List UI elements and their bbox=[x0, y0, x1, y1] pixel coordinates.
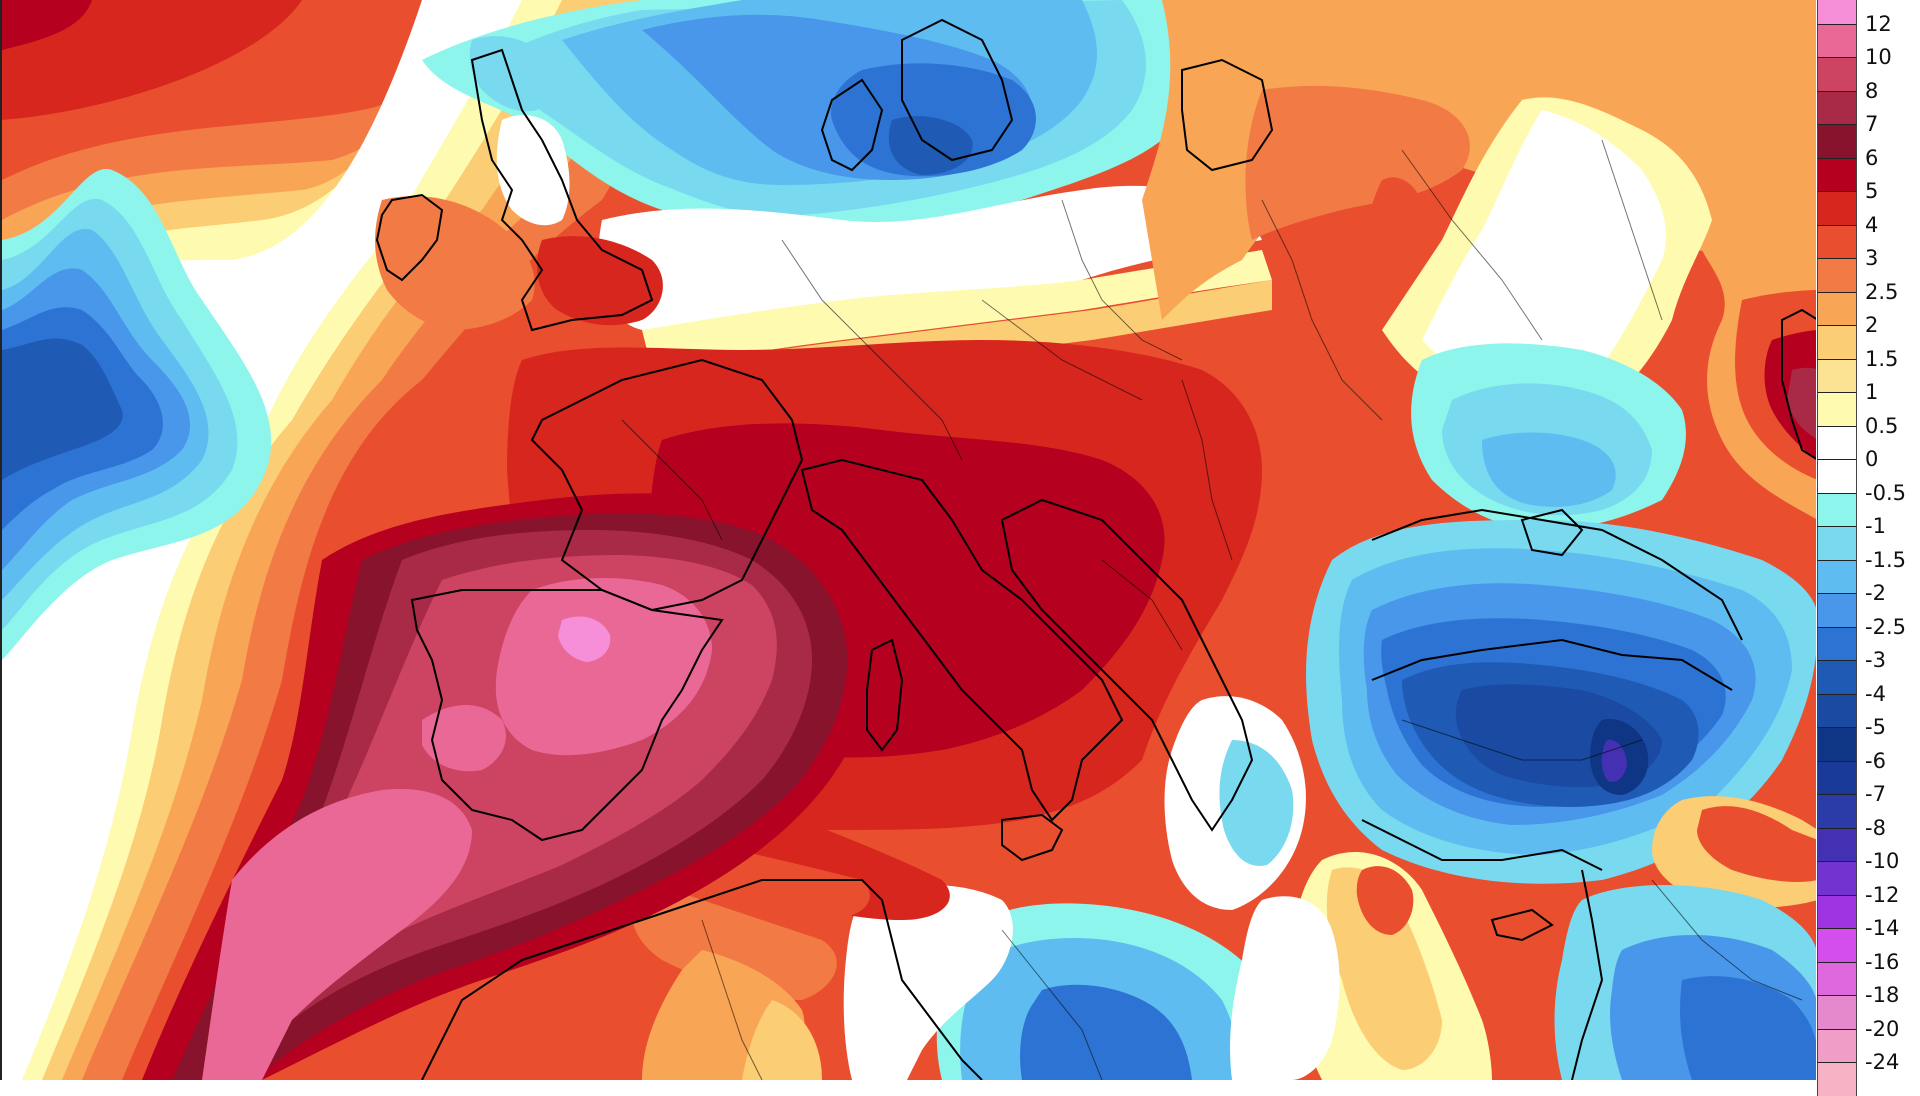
color-legend: 12 10 8 7 6 5 4 3 2.5 2 1.5 1 0.5 0 -0.5 -1 -1.5 -2 -2.5 -3… bbox=[1816, 0, 1920, 1096]
legend-swatch bbox=[1817, 861, 1857, 895]
legend-label: 7 bbox=[1865, 112, 1879, 136]
legend-label: -20 bbox=[1865, 1016, 1900, 1041]
legend-label: -12 bbox=[1865, 882, 1900, 907]
legend-swatch bbox=[1817, 258, 1857, 292]
legend-label: 1.5 bbox=[1865, 346, 1899, 371]
map-canvas bbox=[2, 0, 1816, 1080]
legend-swatch bbox=[1817, 157, 1857, 191]
legend-label: -24 bbox=[1865, 1050, 1900, 1074]
legend-swatch bbox=[1817, 760, 1857, 794]
legend-swatch bbox=[1817, 191, 1857, 225]
legend-swatch bbox=[1817, 0, 1857, 24]
legend-swatch bbox=[1817, 224, 1857, 258]
legend-label: -6 bbox=[1865, 748, 1886, 773]
legend-swatch bbox=[1817, 291, 1857, 325]
legend-swatch bbox=[1817, 459, 1857, 493]
legend-swatch bbox=[1817, 961, 1857, 995]
legend-label: -8 bbox=[1865, 815, 1886, 840]
admin-borders bbox=[621, 139, 1803, 1080]
legend-label: 0.5 bbox=[1865, 413, 1899, 438]
legend-swatch bbox=[1817, 1062, 1857, 1096]
legend-label: 4 bbox=[1865, 212, 1879, 237]
legend-swatch bbox=[1817, 928, 1857, 962]
legend-label: -10 bbox=[1865, 849, 1900, 873]
legend-swatch bbox=[1817, 425, 1857, 459]
coastlines bbox=[375, 18, 1816, 1080]
legend-label: 6 bbox=[1865, 145, 1879, 170]
legend-label: 1 bbox=[1865, 380, 1879, 404]
legend-swatch bbox=[1817, 124, 1857, 158]
legend-swatch bbox=[1817, 894, 1857, 928]
legend-swatch bbox=[1817, 392, 1857, 426]
anomaly-map[interactable] bbox=[0, 0, 1816, 1080]
legend-swatch bbox=[1817, 492, 1857, 526]
legend-swatch bbox=[1817, 593, 1857, 627]
legend-label: -14 bbox=[1865, 916, 1900, 940]
legend-label: -2.5 bbox=[1865, 614, 1906, 639]
legend-swatch bbox=[1817, 660, 1857, 694]
legend-label: -1.5 bbox=[1865, 547, 1906, 572]
legend-label: -5 bbox=[1865, 715, 1886, 739]
legend-label: 10 bbox=[1865, 45, 1892, 69]
legend-label: -7 bbox=[1865, 782, 1886, 806]
legend-swatch bbox=[1817, 995, 1857, 1029]
legend-label: -0.5 bbox=[1865, 480, 1906, 505]
legend-label: 2.5 bbox=[1865, 279, 1899, 304]
legend-swatch bbox=[1817, 23, 1857, 57]
legend-label: 0 bbox=[1865, 447, 1879, 471]
legend-swatch bbox=[1817, 559, 1857, 593]
legend-label: 12 bbox=[1865, 11, 1892, 36]
legend-label: -1 bbox=[1865, 514, 1886, 538]
legend-label: 2 bbox=[1865, 313, 1879, 337]
legend-swatch bbox=[1817, 90, 1857, 124]
legend-swatch bbox=[1817, 727, 1857, 761]
legend-label: 3 bbox=[1865, 246, 1879, 270]
legend-swatch bbox=[1817, 794, 1857, 828]
legend-label: 5 bbox=[1865, 179, 1879, 203]
legend-swatch bbox=[1817, 358, 1857, 392]
legend-swatch bbox=[1817, 626, 1857, 660]
legend-label: -18 bbox=[1865, 983, 1900, 1007]
legend-label: -3 bbox=[1865, 648, 1886, 672]
legend-swatch bbox=[1817, 57, 1857, 91]
legend-swatch bbox=[1817, 526, 1857, 560]
legend-label: -2 bbox=[1865, 581, 1886, 605]
legend-swatch bbox=[1817, 693, 1857, 727]
legend-swatch bbox=[1817, 325, 1857, 359]
legend-label: 8 bbox=[1865, 78, 1879, 103]
legend-label: -4 bbox=[1865, 681, 1886, 706]
legend-swatch bbox=[1817, 827, 1857, 861]
legend-label: -16 bbox=[1865, 949, 1900, 974]
legend-swatch bbox=[1817, 1028, 1857, 1062]
